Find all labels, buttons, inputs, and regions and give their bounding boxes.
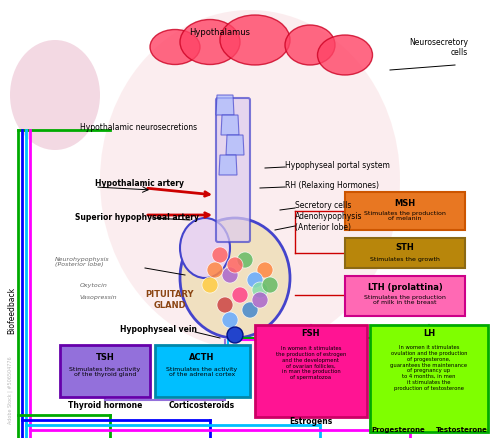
- Text: FSH: FSH: [302, 328, 320, 338]
- Text: Adobe Stock | #506504776: Adobe Stock | #506504776: [7, 356, 13, 424]
- FancyBboxPatch shape: [370, 325, 488, 432]
- Circle shape: [227, 257, 243, 273]
- Polygon shape: [219, 155, 237, 175]
- Text: Progesterone: Progesterone: [371, 427, 425, 433]
- Ellipse shape: [318, 35, 372, 75]
- FancyBboxPatch shape: [155, 345, 250, 397]
- Polygon shape: [226, 135, 244, 155]
- Circle shape: [207, 262, 223, 278]
- FancyBboxPatch shape: [255, 325, 367, 417]
- Text: Hypophyseal vein: Hypophyseal vein: [120, 325, 197, 335]
- FancyBboxPatch shape: [345, 238, 465, 268]
- Circle shape: [217, 297, 233, 313]
- Ellipse shape: [180, 218, 230, 278]
- Text: Adenohypophysis
(Anterior lobe): Adenohypophysis (Anterior lobe): [295, 212, 362, 232]
- Ellipse shape: [285, 25, 335, 65]
- Text: Stimulates the activity
of the adrenal cortex: Stimulates the activity of the adrenal c…: [166, 367, 238, 378]
- Circle shape: [227, 327, 243, 343]
- Text: TSH: TSH: [96, 353, 114, 361]
- Polygon shape: [221, 115, 239, 135]
- Text: Corticosteroids: Corticosteroids: [169, 402, 235, 410]
- Text: Stimulates the growth: Stimulates the growth: [370, 257, 440, 261]
- Circle shape: [202, 277, 218, 293]
- Circle shape: [257, 262, 273, 278]
- Circle shape: [222, 312, 238, 328]
- Circle shape: [222, 267, 238, 283]
- Text: Neurosecretory
cells: Neurosecretory cells: [409, 38, 468, 57]
- Text: Hypothalamic artery: Hypothalamic artery: [95, 179, 184, 187]
- Text: PITUITARY
GLAND: PITUITARY GLAND: [146, 290, 194, 310]
- Text: LTH (prolattina): LTH (prolattina): [368, 283, 442, 292]
- Text: Hypophyseal portal system: Hypophyseal portal system: [285, 160, 390, 170]
- Circle shape: [262, 277, 278, 293]
- Text: STH: STH: [396, 244, 414, 252]
- Text: RH (Relaxing Hormones): RH (Relaxing Hormones): [285, 180, 379, 190]
- Text: Neurohypophysis
(Posterior lobe): Neurohypophysis (Posterior lobe): [55, 257, 110, 268]
- Text: Stimulates the activity
of the thyroid gland: Stimulates the activity of the thyroid g…: [70, 367, 140, 378]
- Text: Vasopressin: Vasopressin: [80, 296, 118, 300]
- Ellipse shape: [100, 10, 400, 350]
- FancyBboxPatch shape: [345, 276, 465, 316]
- Circle shape: [252, 292, 268, 308]
- Ellipse shape: [180, 218, 290, 338]
- Text: Secretory cells: Secretory cells: [295, 201, 352, 211]
- Text: ACTH: ACTH: [190, 353, 214, 361]
- Circle shape: [237, 252, 253, 268]
- Circle shape: [232, 287, 248, 303]
- Ellipse shape: [220, 15, 290, 65]
- Ellipse shape: [10, 40, 100, 150]
- Text: MSH: MSH: [394, 199, 415, 208]
- Ellipse shape: [180, 20, 240, 64]
- Text: Estrogens: Estrogens: [290, 417, 333, 427]
- Text: Testosterone: Testosterone: [436, 427, 488, 433]
- Text: Stimulates the production
of milk in the breast: Stimulates the production of milk in the…: [364, 295, 446, 305]
- Circle shape: [252, 282, 268, 298]
- FancyBboxPatch shape: [345, 192, 465, 230]
- Polygon shape: [216, 95, 234, 115]
- Text: Biofeedback: Biofeedback: [8, 286, 16, 334]
- FancyBboxPatch shape: [60, 345, 150, 397]
- Circle shape: [212, 247, 228, 263]
- Text: Stimulates the production
of melanin: Stimulates the production of melanin: [364, 211, 446, 221]
- Text: Hypothalamus: Hypothalamus: [190, 28, 250, 37]
- Circle shape: [247, 272, 263, 288]
- Text: Hypothalamic neurosecretions: Hypothalamic neurosecretions: [80, 124, 197, 133]
- FancyBboxPatch shape: [216, 98, 250, 242]
- Text: Oxytocin: Oxytocin: [80, 283, 108, 287]
- Circle shape: [242, 302, 258, 318]
- Text: In women it stimulates
the production of estrogen
and the development
of ovarian: In women it stimulates the production of…: [276, 346, 346, 380]
- Text: In women it stimulates
ovulation and the production
of progesterone,
guarantees : In women it stimulates ovulation and the…: [390, 345, 468, 391]
- Text: Superior hypophyseal artery: Superior hypophyseal artery: [75, 213, 199, 223]
- Ellipse shape: [150, 29, 200, 64]
- Text: Thyroid hormone: Thyroid hormone: [68, 402, 142, 410]
- Text: LH: LH: [423, 328, 435, 338]
